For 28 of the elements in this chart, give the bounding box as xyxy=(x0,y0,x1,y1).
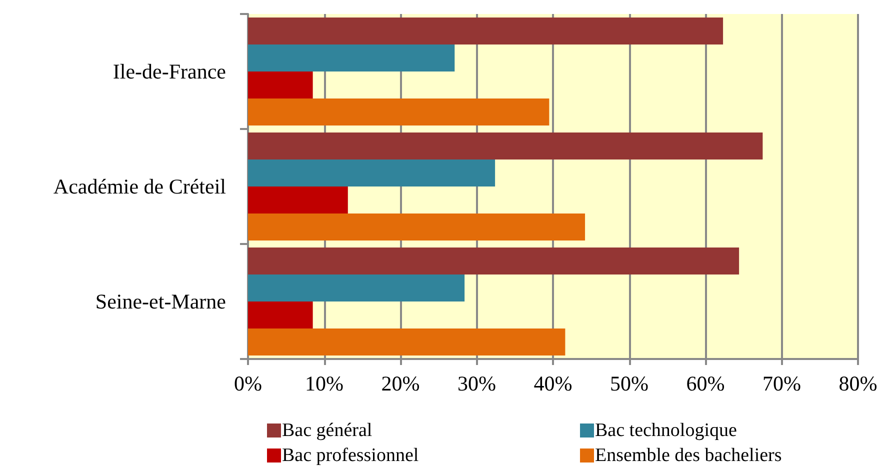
x-tick-label: 40% xyxy=(534,372,572,396)
y-tick-label: Académie de Créteil xyxy=(53,174,226,198)
y-tick-label: Ile-de-France xyxy=(112,60,226,84)
bar xyxy=(248,17,724,44)
bar xyxy=(248,302,313,329)
x-tick-label: 80% xyxy=(838,372,878,396)
x-tick-label: 70% xyxy=(762,372,801,396)
x-tick-label: 10% xyxy=(305,372,344,396)
bar xyxy=(248,328,566,356)
bar xyxy=(248,274,465,302)
x-tick-label: 20% xyxy=(381,372,420,396)
bar xyxy=(248,214,586,241)
bar xyxy=(248,72,313,99)
bar xyxy=(248,247,740,274)
x-tick-label: 60% xyxy=(686,372,725,396)
x-tick-label: 50% xyxy=(610,372,648,396)
legend-label: Ensemble des bacheliers xyxy=(595,445,782,466)
legend-label: Bac général xyxy=(282,420,372,441)
bar xyxy=(248,132,763,160)
bar xyxy=(248,186,348,214)
bar xyxy=(248,44,455,72)
legend-label: Bac professionnel xyxy=(282,445,419,466)
x-tick-label: 30% xyxy=(458,372,496,396)
legend-label: Bac technologique xyxy=(595,420,737,441)
x-tick-label: 0% xyxy=(234,372,262,396)
bar xyxy=(248,98,550,126)
bar xyxy=(248,159,496,186)
y-tick-label: Seine-et-Marne xyxy=(95,290,226,314)
